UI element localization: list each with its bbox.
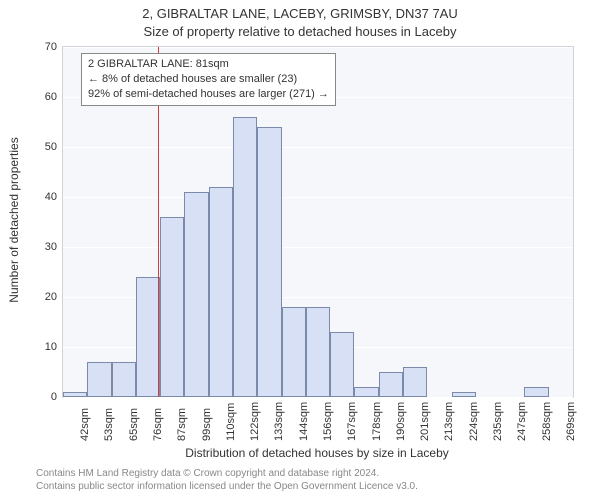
histogram-bar — [330, 332, 354, 397]
x-tick-label: 53sqm — [103, 408, 115, 441]
y-tick-label: 10 — [45, 341, 57, 353]
x-tick-label: 42sqm — [79, 408, 91, 441]
histogram-bar — [233, 117, 257, 397]
chart-title-description: Size of property relative to detached ho… — [0, 24, 600, 39]
histogram-bar — [354, 387, 378, 397]
gridline — [63, 147, 573, 148]
x-tick-label: 247sqm — [516, 402, 528, 441]
gridline — [63, 397, 573, 398]
gridline — [63, 47, 573, 48]
y-axis-title: Number of detached properties — [7, 110, 21, 330]
x-tick-label: 235sqm — [492, 402, 504, 441]
annotation-box: 2 GIBRALTAR LANE: 81sqm ← 8% of detached… — [81, 53, 336, 106]
histogram-bar — [136, 277, 160, 397]
x-tick-label: 65sqm — [128, 408, 140, 441]
x-tick-label: 213sqm — [443, 402, 455, 441]
histogram-bar — [452, 392, 476, 397]
y-tick-label: 40 — [45, 191, 57, 203]
x-tick-label: 201sqm — [419, 402, 431, 441]
footer-license: Contains HM Land Registry data © Crown c… — [0, 468, 600, 493]
x-tick-label: 269sqm — [565, 402, 577, 441]
gridline — [63, 197, 573, 198]
histogram-bar — [112, 362, 136, 397]
histogram-bar — [63, 392, 87, 397]
x-tick-label: 122sqm — [249, 402, 261, 441]
plot-area: 01020304050607042sqm53sqm65sqm76sqm87sqm… — [62, 46, 574, 398]
x-tick-label: 190sqm — [395, 402, 407, 441]
gridline — [63, 247, 573, 248]
x-tick-label: 144sqm — [298, 402, 310, 441]
histogram-bar — [379, 372, 403, 397]
x-tick-label: 224sqm — [468, 402, 480, 441]
x-tick-label: 156sqm — [322, 402, 334, 441]
figure: 2, GIBRALTAR LANE, LACEBY, GRIMSBY, DN37… — [0, 0, 600, 500]
histogram-bar — [160, 217, 184, 397]
histogram-bar — [257, 127, 281, 397]
footer-line2: Contains public sector information licen… — [36, 481, 600, 494]
y-tick-label: 20 — [45, 291, 57, 303]
x-tick-label: 178sqm — [371, 402, 383, 441]
annotation-line1: 2 GIBRALTAR LANE: 81sqm — [88, 57, 329, 72]
annotation-line3: 92% of semi-detached houses are larger (… — [88, 87, 329, 102]
x-tick-label: 133sqm — [273, 402, 285, 441]
chart-title-address: 2, GIBRALTAR LANE, LACEBY, GRIMSBY, DN37… — [0, 6, 600, 21]
histogram-bar — [184, 192, 208, 397]
x-axis-title: Distribution of detached houses by size … — [62, 446, 572, 460]
histogram-bar — [282, 307, 306, 397]
x-tick-label: 99sqm — [201, 408, 213, 441]
footer-line1: Contains HM Land Registry data © Crown c… — [36, 468, 600, 481]
histogram-bar — [87, 362, 111, 397]
y-tick-label: 50 — [45, 141, 57, 153]
x-tick-label: 258sqm — [541, 402, 553, 441]
x-tick-label: 87sqm — [176, 408, 188, 441]
histogram-bar — [306, 307, 330, 397]
y-tick-label: 0 — [51, 391, 57, 403]
annotation-line2: ← 8% of detached houses are smaller (23) — [88, 72, 329, 87]
histogram-bar — [403, 367, 427, 397]
y-tick-label: 30 — [45, 241, 57, 253]
x-tick-label: 76sqm — [152, 408, 164, 441]
y-tick-label: 60 — [45, 91, 57, 103]
x-tick-label: 110sqm — [225, 403, 237, 441]
histogram-bar — [524, 387, 548, 397]
x-tick-label: 167sqm — [346, 402, 358, 441]
histogram-bar — [209, 187, 233, 397]
y-tick-label: 70 — [45, 41, 57, 53]
